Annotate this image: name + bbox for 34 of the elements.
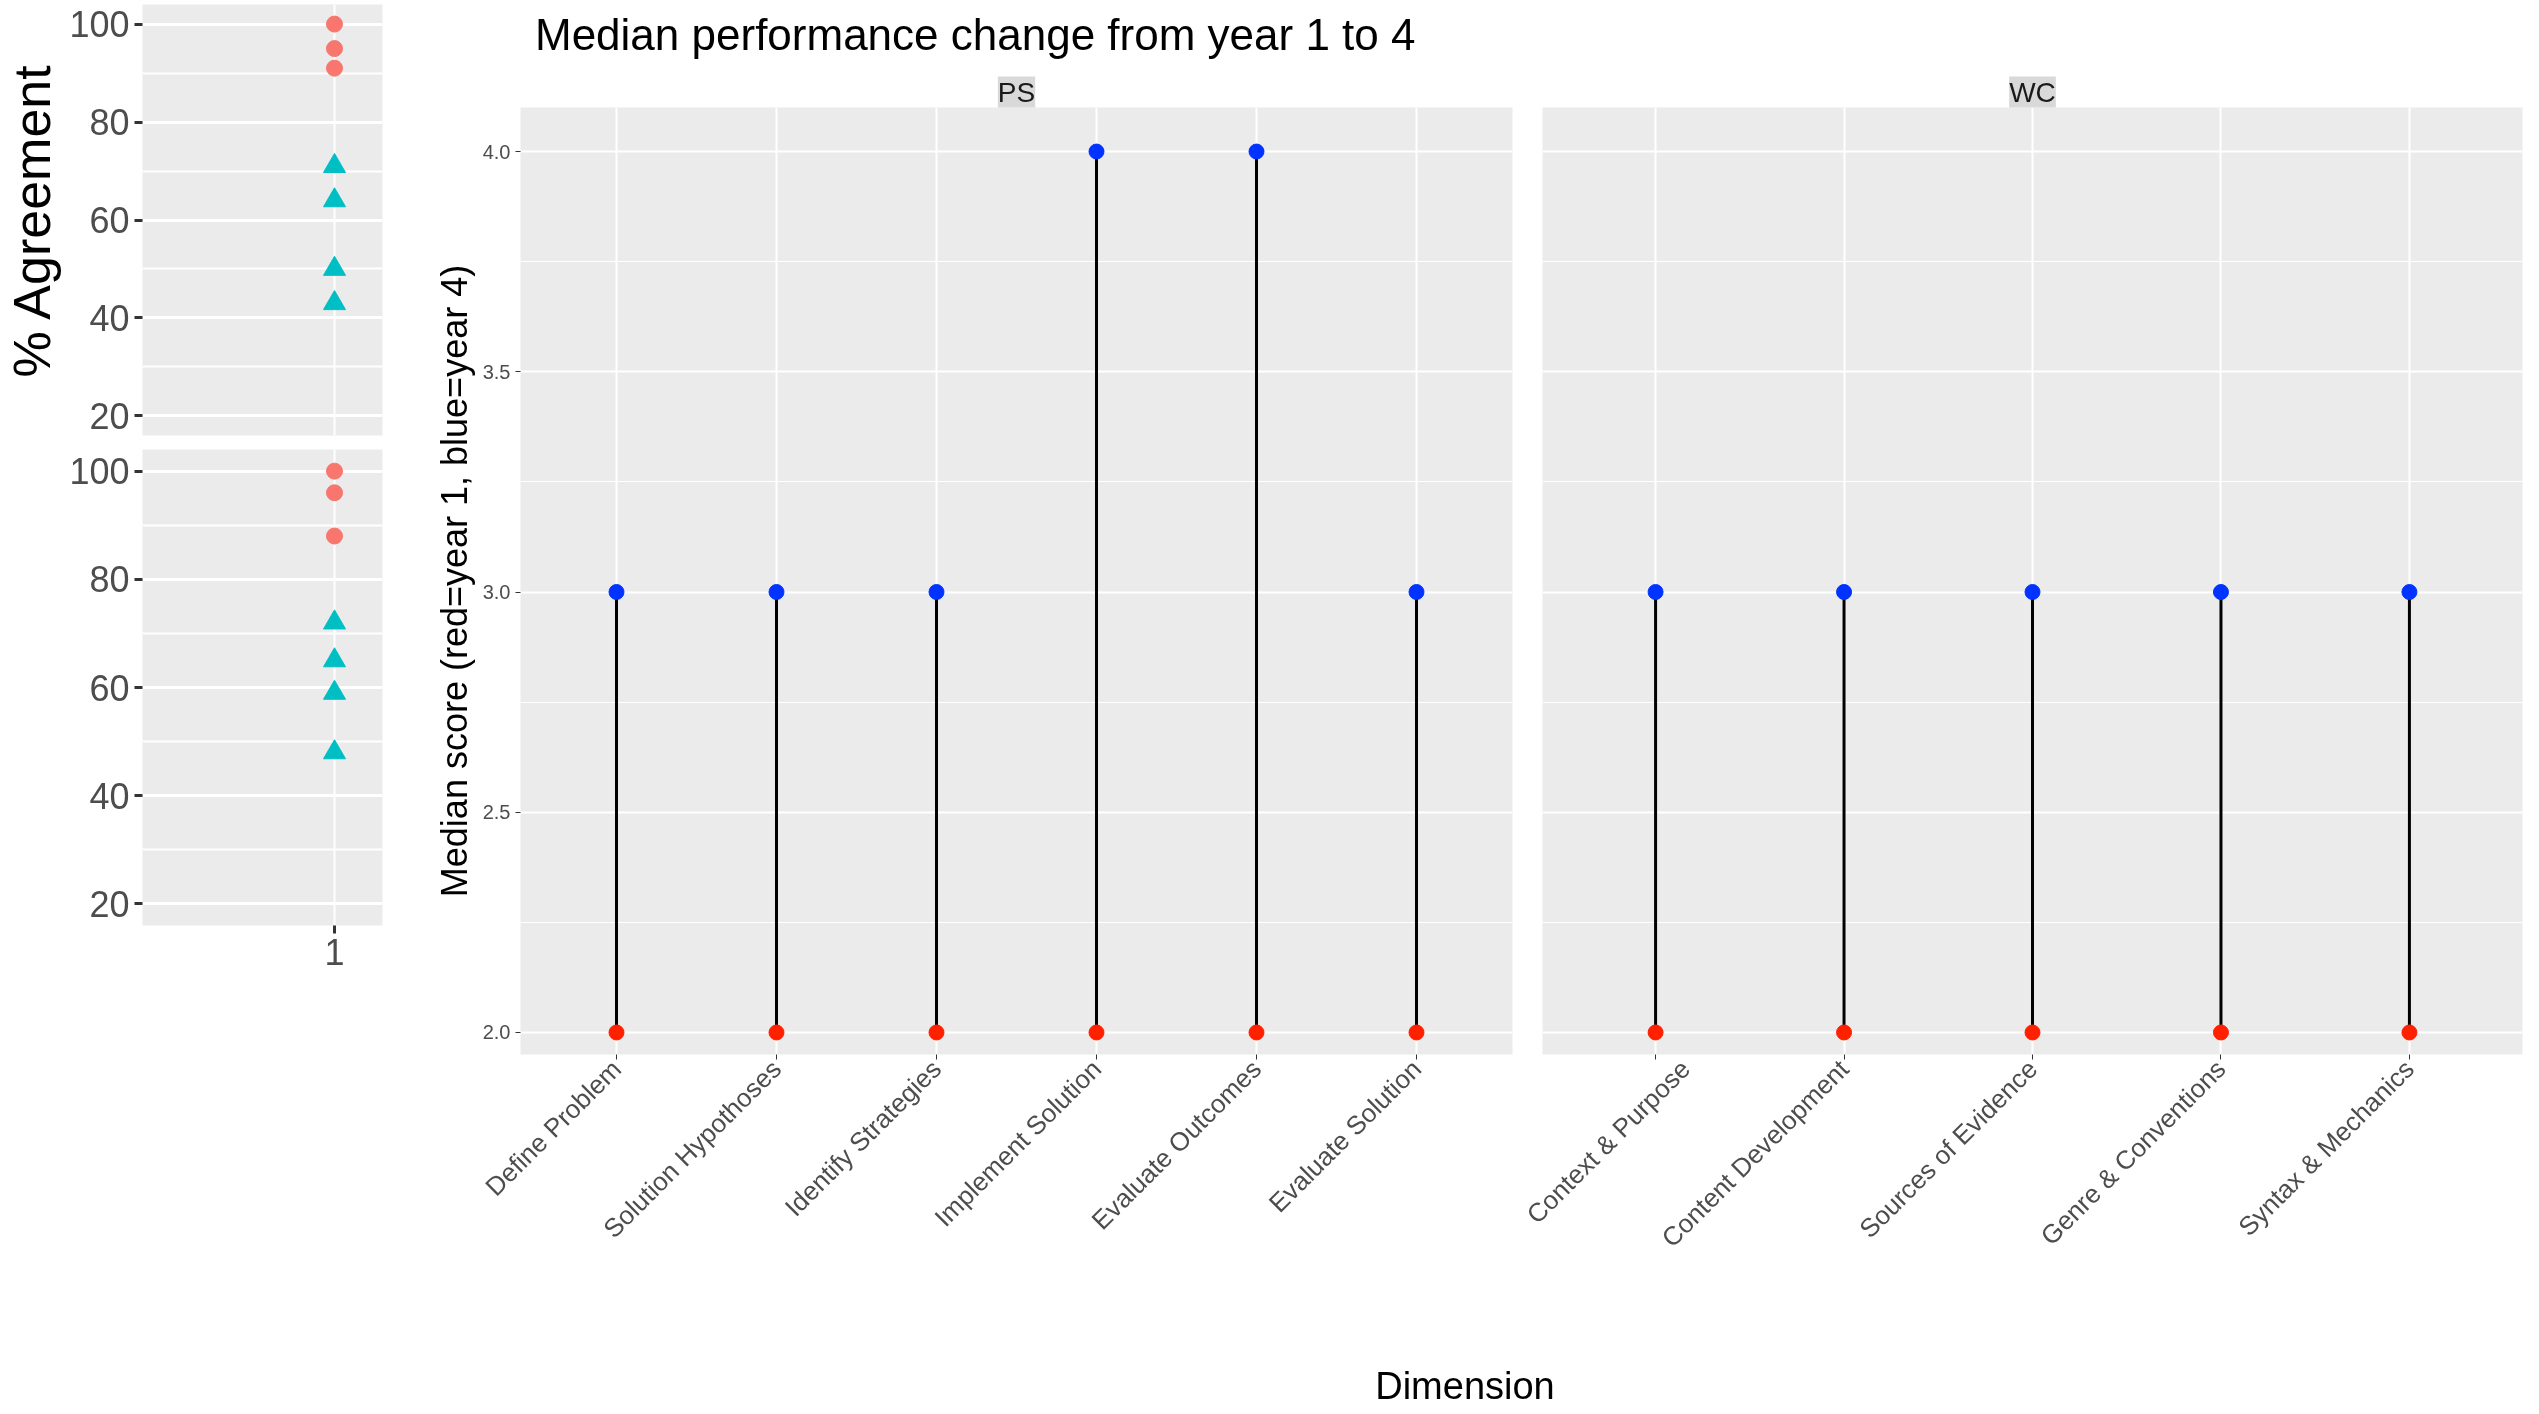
y-tick-label: 2.0 xyxy=(482,1021,511,1044)
point xyxy=(608,1024,625,1041)
point xyxy=(768,1024,785,1041)
point xyxy=(1088,143,1105,160)
y-tick-label: 100 xyxy=(69,4,130,46)
y-tick-label: 40 xyxy=(89,775,130,817)
y-tick-label: 20 xyxy=(89,883,130,925)
point xyxy=(1408,1024,1425,1041)
x-tick-label: 1 xyxy=(324,931,345,973)
y-tick-label: 40 xyxy=(89,297,130,339)
point xyxy=(1248,1024,1265,1041)
chart-title: Median performance change from year 1 to 4 xyxy=(534,9,1416,61)
y-tick-label: 80 xyxy=(89,102,130,144)
chart-subtitle: PS xyxy=(997,76,1036,108)
y-axis-title: % Agreement xyxy=(3,64,62,378)
point xyxy=(1248,143,1265,160)
y-tick-label: 60 xyxy=(89,200,130,241)
point xyxy=(1408,584,1425,600)
point xyxy=(768,584,785,600)
y-tick-label: 3.5 xyxy=(482,360,511,383)
chart-subtitle: WC xyxy=(2009,76,2056,108)
y-tick-label: 3.0 xyxy=(482,581,511,604)
x-axis-title: Dimension xyxy=(1374,1364,1556,1409)
y-axis-title: Median score (red=year 1, blue=year 4) xyxy=(433,264,475,898)
point xyxy=(1088,1024,1105,1041)
y-tick-label: 60 xyxy=(89,667,130,709)
point xyxy=(928,1024,945,1041)
y-tick-label: 4.0 xyxy=(482,140,511,163)
point xyxy=(608,584,625,600)
point xyxy=(928,584,945,600)
y-tick-label: 100 xyxy=(69,451,130,493)
y-tick-label: 80 xyxy=(89,559,130,601)
y-tick-label: 2.5 xyxy=(482,801,511,824)
y-tick-label: 20 xyxy=(89,395,130,437)
